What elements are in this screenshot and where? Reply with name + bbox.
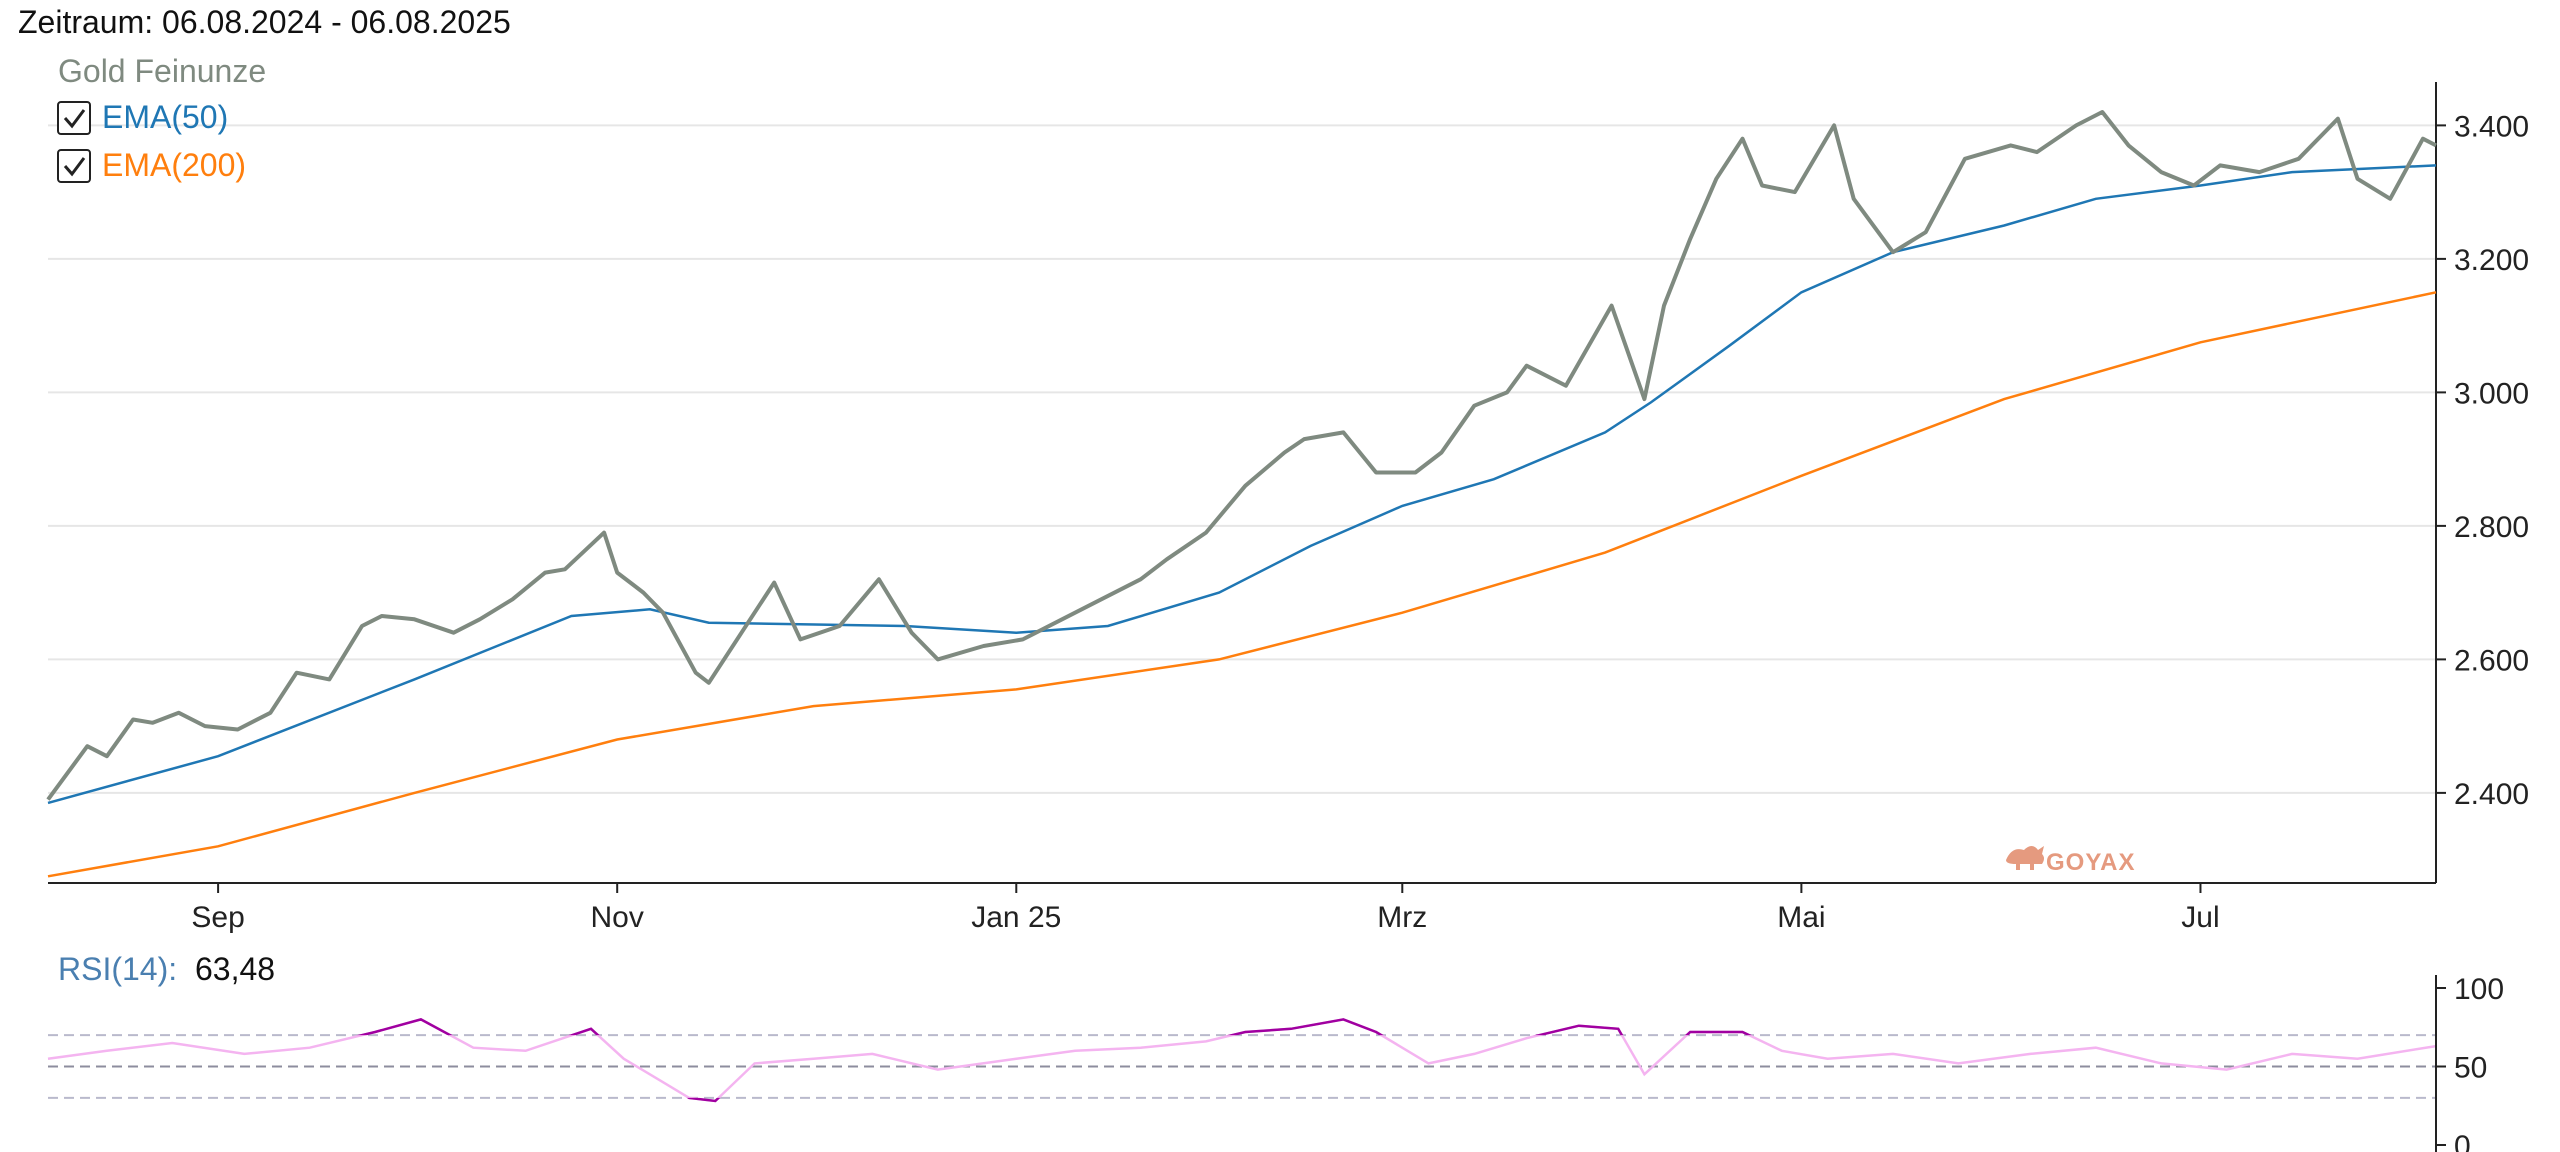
- price-tick-label: 2.400: [2454, 778, 2529, 811]
- main-axes: [48, 82, 2437, 884]
- price-tick-label: 2.800: [2454, 511, 2529, 544]
- rsi-reference-lines: [48, 1034, 2436, 1099]
- rsi-overbought-segment: [356, 1018, 1752, 1036]
- checkmark-icon: [63, 157, 86, 177]
- time-tick-label: Jul: [2181, 901, 2219, 934]
- bull-logo-icon: [2006, 846, 2044, 870]
- price-tick-label: 2.600: [2454, 644, 2529, 677]
- legend-ema50[interactable]: EMA(50): [57, 99, 228, 135]
- price-axis-ticks: 2.400 2.600 2.800 3.000 3.200 3.400: [2436, 110, 2529, 811]
- gold-price-line: [46, 110, 2437, 801]
- checkmark-icon: [63, 109, 86, 129]
- ema200-line: [47, 291, 2437, 878]
- period-label: Zeitraum: 06.08.2024 - 06.08.2025: [18, 4, 511, 40]
- time-tick-label: Mai: [1777, 901, 1825, 934]
- time-tick-label: Nov: [591, 901, 644, 934]
- time-tick-label: Sep: [191, 901, 244, 934]
- series-layer: [46, 110, 2437, 878]
- rsi-value: 63,48: [195, 951, 275, 987]
- watermark-text: GOYAX: [2046, 849, 2135, 876]
- rsi-tick-label: 50: [2454, 1052, 2487, 1085]
- time-tick-label: Mrz: [1377, 901, 1427, 934]
- rsi-axis-ticks: 0 50 100: [2436, 973, 2504, 1152]
- rsi-series: [47, 1018, 2437, 1103]
- ema50-label: EMA(50): [102, 99, 228, 135]
- price-tick-label: 3.000: [2454, 377, 2529, 410]
- legend-ema200[interactable]: EMA(200): [57, 147, 246, 183]
- goyax-watermark: GOYAX: [2006, 846, 2135, 876]
- ema50-checkbox[interactable]: [57, 101, 91, 135]
- price-tick-label: 3.400: [2454, 110, 2529, 143]
- ema50-line: [47, 164, 2437, 805]
- rsi-tick-label: 100: [2454, 973, 2504, 1006]
- ema200-label: EMA(200): [102, 147, 246, 183]
- time-tick-label: Jan 25: [971, 901, 1061, 934]
- rsi-label: RSI(14):: [58, 951, 177, 987]
- price-tick-label: 3.200: [2454, 244, 2529, 277]
- legend-main-series: Gold Feinunze: [58, 53, 266, 89]
- ema200-checkbox[interactable]: [57, 149, 91, 183]
- main-gridlines: [48, 124, 2436, 794]
- time-axis-ticks: Sep Nov Jan 25 Mrz Mai Jul: [191, 883, 2220, 934]
- rsi-tick-label: 0: [2454, 1130, 2471, 1152]
